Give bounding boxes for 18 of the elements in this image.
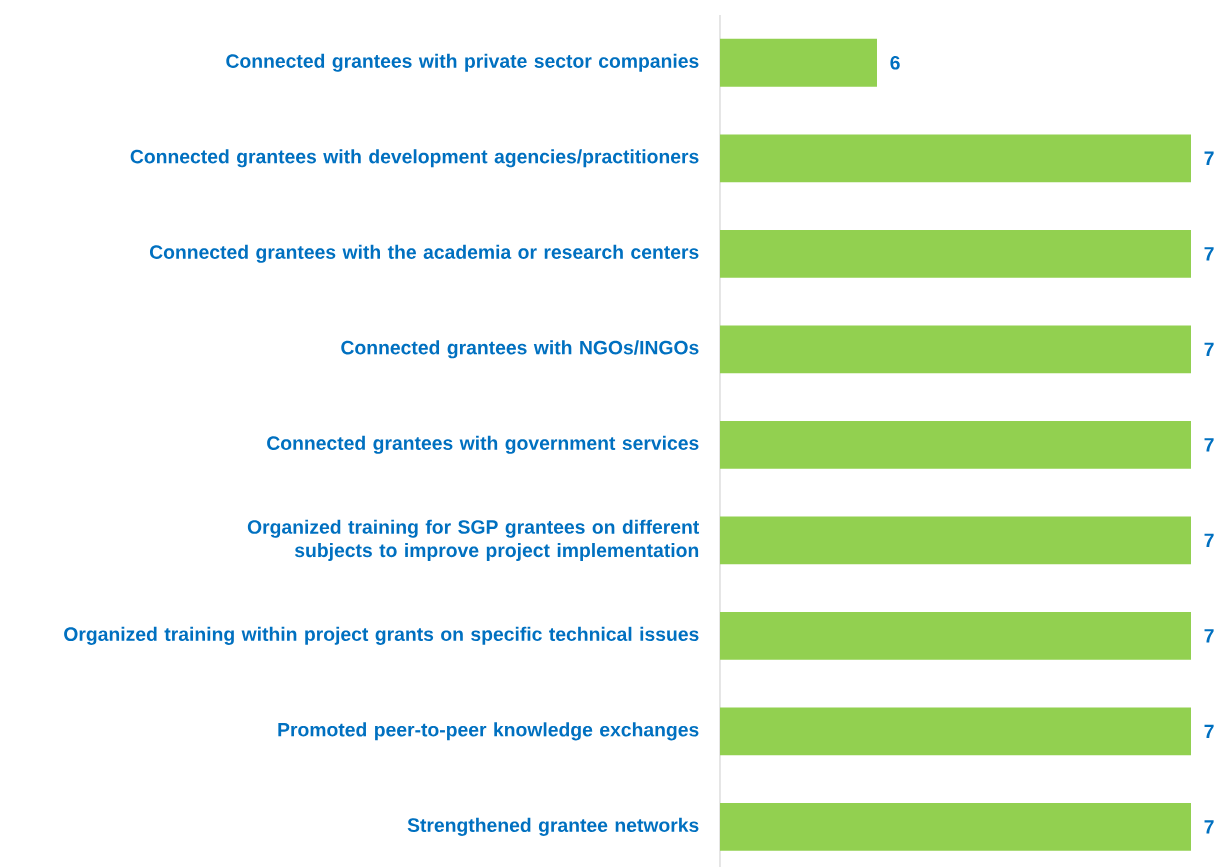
data-label: 7: [1204, 247, 1214, 261]
data-label: 6: [890, 55, 900, 70]
y-tick-label: Strengthened grantee networks: [407, 817, 699, 836]
y-tick-label: Connected grantees with government services: [267, 435, 699, 454]
y-tick-label: Organized training within project grants on specific technical issues: [64, 626, 699, 645]
y-tick-label: Promoted peer-to-peer knowledge exchanges: [278, 722, 699, 741]
y-tick-label: Organized training for SGP grantees on different subjects to improve project implementation: [247, 519, 700, 562]
data-label: 7: [1204, 342, 1214, 356]
y-tick-label: Connected grantees with the academia or research centers: [149, 244, 699, 263]
data-label: 7: [1204, 438, 1214, 452]
y-tick-label: Connected grantees with development agencies/practitioners: [130, 149, 699, 168]
y-tick-label: Connected grantees with NGOs/INGOs: [341, 340, 699, 359]
data-label: 7: [1204, 533, 1214, 547]
data-label: 7: [1204, 820, 1214, 834]
data-label: 7: [1204, 151, 1214, 165]
y-tick-label: Connected grantees with private sector companies: [226, 53, 699, 72]
data-label: 7: [1204, 724, 1214, 739]
data-label: 7: [1204, 629, 1214, 643]
